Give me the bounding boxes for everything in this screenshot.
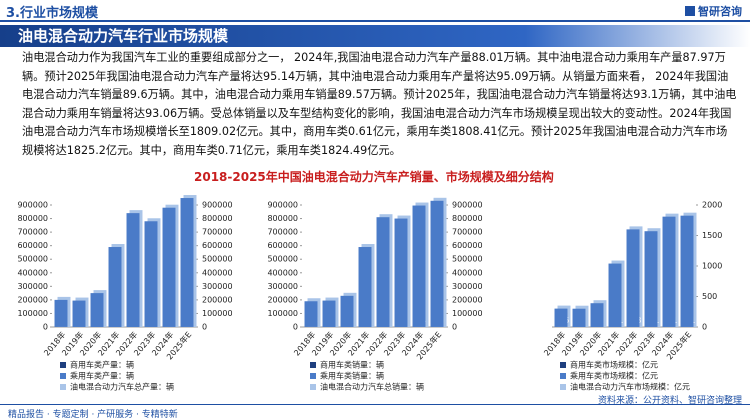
legend-swatch (310, 384, 316, 390)
y-tick-label: 800000 (267, 214, 298, 223)
stack-bar (644, 231, 658, 327)
footer: 精品报告 · 专题定制 · 产研服务 · 专精特新 资料来源：公开资料、智研咨询… (0, 396, 750, 420)
y2-tick-label: 1000 (702, 262, 722, 271)
legend-label: 油电混合动力汽车总销量：辆 (320, 382, 424, 392)
stack-bar (126, 213, 140, 327)
stack-bar (412, 205, 426, 327)
stack-bar (162, 207, 176, 327)
y2-tick-label: 400000 (452, 268, 483, 277)
legend-label: 乘用车类产量：辆 (70, 371, 134, 381)
legend-swatch (60, 362, 66, 368)
stack-bar (340, 295, 354, 327)
y2-tick-label: 700000 (452, 228, 483, 237)
y2-tick-label: 700000 (202, 228, 233, 237)
y2-tick-label: 900000 (202, 201, 233, 210)
legend-label: 乘用车类市场规模：亿元 (570, 371, 658, 381)
y-tick-label: 300000 (17, 282, 48, 291)
y-tick-label: 200000 (17, 295, 48, 304)
legend-swatch (60, 384, 66, 390)
stack-bar (72, 300, 86, 327)
y-tick-label: 600000 (267, 241, 298, 250)
logo: 智研咨询 (685, 3, 742, 19)
source: 资料来源：公开资料、智研咨询整理 (597, 396, 742, 406)
stack-bar (304, 301, 318, 327)
banner: 油电混合动力汽车行业市场规模 (0, 25, 750, 47)
y-tick-label: 700000 (17, 228, 48, 237)
legend-swatch (560, 384, 566, 390)
y2-tick-label: 0 (452, 323, 457, 332)
y-tick-label: 200000 (267, 295, 298, 304)
y-tick-label: 700000 (267, 228, 298, 237)
stack-bar (662, 216, 676, 327)
y2-tick-label: 200000 (452, 295, 483, 304)
paragraph: 油电混合动力作为我国汽车工业的重要组成部分之一， 2024年,我国油电混合动力汽… (22, 51, 737, 157)
y2-tick-label: 300000 (452, 282, 483, 291)
y-tick-label: 800000 (17, 214, 48, 223)
y2-tick-label: 2000 (702, 201, 722, 210)
y2-tick-label: 0 (702, 323, 707, 332)
figure-title: 2018-2025年中国油电混合动力汽车产销量、市场规模及细分结构 (190, 168, 558, 185)
y2-tick-label: 500000 (452, 255, 483, 264)
y-tick-label: 300000 (267, 282, 298, 291)
stack-bar (394, 218, 408, 327)
logo-text: 智研咨询 (698, 5, 742, 18)
stack-bar (590, 303, 604, 327)
stack-bar (554, 308, 568, 327)
legend-swatch (60, 373, 66, 379)
y-tick-label: 100000 (267, 309, 298, 318)
legend-label: 油电混合动力汽车市场规模：亿元 (570, 382, 690, 392)
y2-tick-label: 1500 (702, 231, 722, 240)
legend-swatch (560, 373, 566, 379)
footer-text: 精品报告 · 专题定制 · 产研服务 · 专精特新 (8, 410, 178, 420)
y2-tick-label: 500 (702, 292, 717, 301)
y-tick-label: 600000 (17, 241, 48, 250)
legend-label: 油电混合动力汽车总产量：辆 (70, 382, 174, 392)
y-tick-label: 500000 (17, 255, 48, 264)
y-tick-label: 400000 (17, 268, 48, 277)
legend-label: 商用车类市场规模：亿元 (570, 360, 658, 370)
y2-tick-label: 800000 (452, 214, 483, 223)
y2-tick-label: 200000 (202, 295, 233, 304)
stack-bar (54, 299, 68, 327)
legend-swatch (310, 373, 316, 379)
legend-label: 商用车类销量：辆 (320, 360, 384, 370)
stack-bar (144, 221, 158, 327)
y2-tick-label: 600000 (202, 241, 233, 250)
stack-bar (180, 198, 194, 327)
y2-tick-label: 0 (202, 323, 207, 332)
charts: 0100000200000300000400000500000600000700… (17, 195, 722, 392)
stack-bar (376, 217, 390, 327)
y2-tick-label: 100000 (452, 309, 483, 318)
header: 3.行业市场规模 智研咨询 (0, 0, 750, 22)
y2-tick-label: 600000 (452, 241, 483, 250)
stack-bar (108, 247, 122, 327)
y2-tick-label: 800000 (202, 214, 233, 223)
y-tick-label: 0 (43, 323, 48, 332)
y-tick-label: 100000 (17, 309, 48, 318)
y-tick-label: 400000 (267, 268, 298, 277)
stack-bar (90, 293, 104, 327)
y-tick-label: 900000 (267, 201, 298, 210)
y2-tick-label: 300000 (202, 282, 233, 291)
stack-bar (626, 229, 640, 327)
y2-tick-label: 100000 (202, 309, 233, 318)
section-title: 3.行业市场规模 (6, 6, 98, 21)
y2-tick-label: 500000 (202, 255, 233, 264)
stack-bar (572, 308, 586, 327)
legend-label: 乘用车类销量：辆 (320, 371, 384, 381)
stack-bar (608, 263, 622, 327)
y-tick-label: 900000 (17, 201, 48, 210)
y2-tick-label: 400000 (202, 268, 233, 277)
legend-label: 商用车类产量：辆 (70, 360, 134, 370)
y-tick-label: 0 (293, 323, 298, 332)
stack-bar (358, 247, 372, 327)
legend-swatch (560, 362, 566, 368)
legend-swatch (310, 362, 316, 368)
stack-bar (680, 215, 694, 327)
stack-bar (430, 200, 444, 327)
y-tick-label: 500000 (267, 255, 298, 264)
y2-tick-label: 900000 (452, 201, 483, 210)
stack-bar (322, 300, 336, 327)
